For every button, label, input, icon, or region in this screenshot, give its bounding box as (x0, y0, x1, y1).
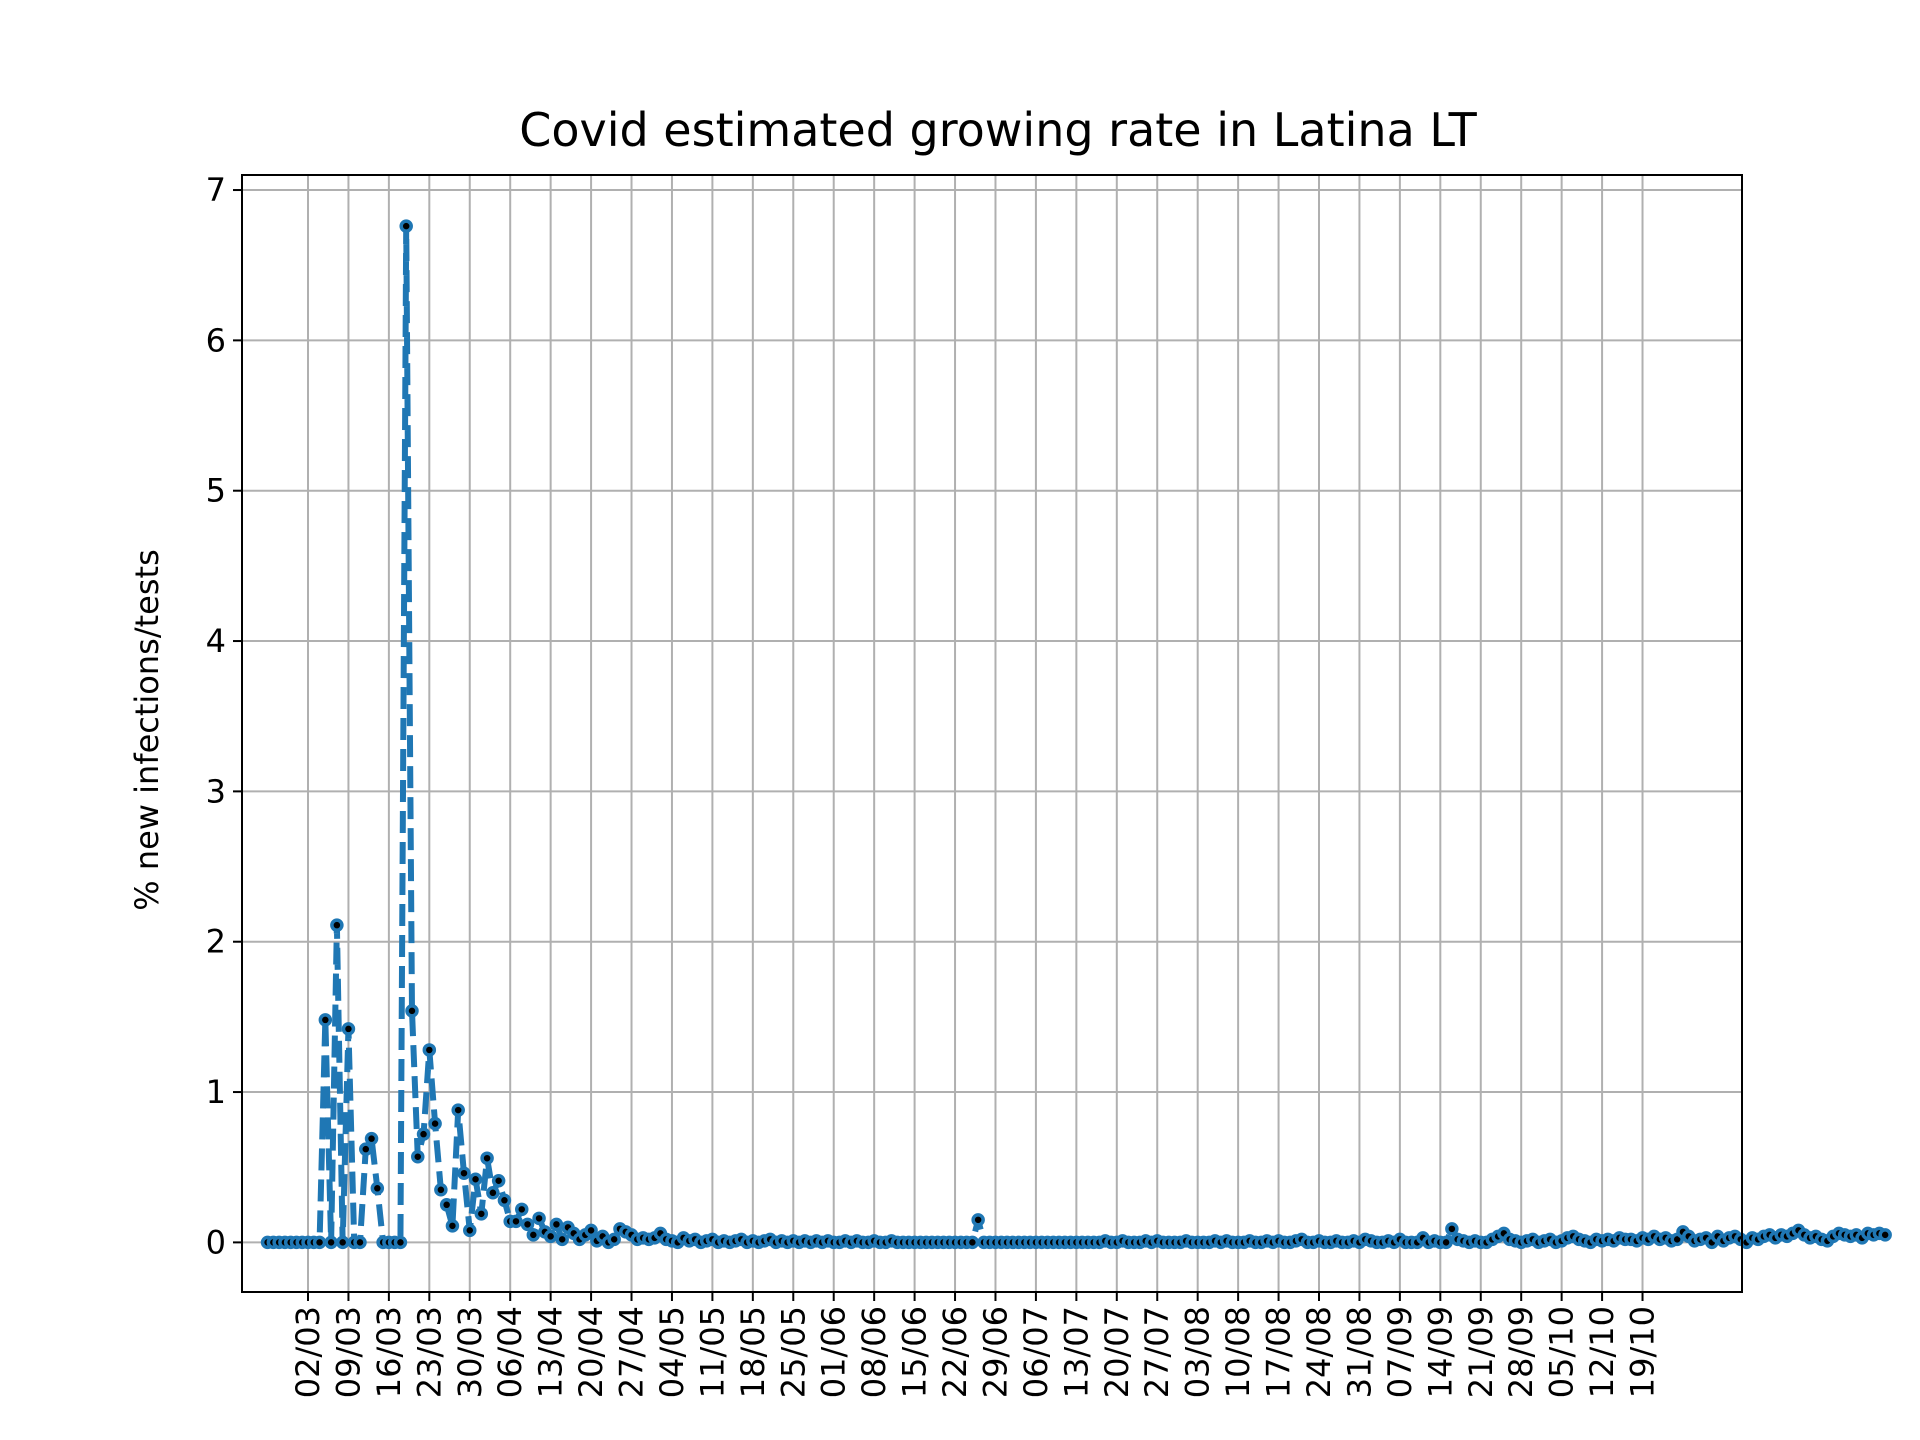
x-tick-label: 10/08 (1219, 1306, 1257, 1398)
x-tick-label: 31/08 (1340, 1306, 1378, 1398)
data-point (330, 918, 344, 932)
y-tick-label: 3 (206, 772, 226, 810)
x-tick-label: 23/03 (410, 1306, 448, 1398)
y-tick-label: 0 (206, 1223, 226, 1261)
x-tick-label: 28/09 (1502, 1306, 1540, 1398)
data-point (474, 1207, 489, 1221)
y-tick-label: 7 (206, 171, 226, 209)
x-tick-label: 25/05 (774, 1306, 812, 1398)
data-point (399, 219, 413, 233)
data-point (520, 1217, 535, 1232)
data-point (463, 1223, 477, 1238)
x-tick-label: 04/05 (653, 1306, 691, 1398)
data-point (393, 1235, 408, 1250)
data-point (364, 1131, 379, 1146)
data-point (584, 1223, 598, 1238)
x-tick-label: 15/06 (896, 1306, 934, 1398)
data-point (509, 1214, 523, 1229)
x-tick-label: 18/05 (734, 1306, 772, 1398)
x-tick-label: 06/04 (491, 1306, 529, 1398)
y-axis-label: % new infections/tests (128, 549, 166, 910)
x-tick-label: 14/09 (1421, 1306, 1459, 1398)
x-tick-label: 01/06 (815, 1306, 853, 1398)
data-point (411, 1149, 425, 1164)
series-layer (260, 219, 1892, 1250)
x-tick-label: 03/08 (1179, 1306, 1217, 1398)
data-point (971, 1213, 985, 1227)
data-point (416, 1127, 431, 1141)
data-point (353, 1235, 367, 1250)
data-point (468, 1172, 483, 1186)
data-point (451, 1103, 465, 1117)
y-tick-label: 4 (206, 622, 226, 660)
data-point (457, 1166, 471, 1180)
x-tick-label: 19/10 (1624, 1306, 1662, 1398)
x-tick-label: 27/04 (613, 1306, 651, 1398)
data-point (341, 1022, 356, 1036)
y-tick-label: 1 (206, 1073, 226, 1111)
x-tick-label: 06/07 (1017, 1306, 1055, 1398)
data-point (526, 1228, 541, 1242)
data-point (434, 1183, 448, 1197)
data-point (335, 1235, 350, 1250)
data-point (1878, 1228, 1892, 1242)
data-point (318, 1013, 333, 1027)
x-tick-label: 20/04 (572, 1306, 610, 1398)
data-point (555, 1232, 569, 1247)
data-point (965, 1235, 980, 1250)
data-point (515, 1202, 529, 1217)
x-tick-label: 30/03 (451, 1306, 489, 1398)
data-point (543, 1229, 558, 1244)
data-point (480, 1151, 494, 1165)
plot-frame (241, 174, 1743, 1293)
x-tick-label: 21/09 (1462, 1306, 1500, 1398)
data-point (439, 1198, 454, 1212)
x-tick-label: 09/03 (329, 1306, 367, 1398)
data-point (405, 1004, 419, 1018)
x-tick-label: 05/10 (1543, 1306, 1581, 1398)
x-tick-label: 17/08 (1260, 1306, 1298, 1398)
x-tick-label: 12/10 (1583, 1306, 1621, 1398)
x-tick-label: 13/04 (532, 1306, 570, 1398)
data-point (359, 1142, 373, 1156)
data-point (491, 1174, 506, 1188)
y-tick-label: 2 (206, 923, 226, 961)
y-tick-label: 6 (206, 321, 226, 359)
data-point (607, 1232, 621, 1247)
data-point (324, 1235, 338, 1250)
x-tick-label: 07/09 (1381, 1306, 1419, 1398)
data-point (428, 1116, 442, 1131)
grid-layer (242, 175, 1742, 1292)
x-tick-label: 29/06 (976, 1306, 1014, 1398)
data-point (549, 1217, 564, 1232)
data-point (497, 1193, 512, 1208)
x-tick-label: 02/03 (289, 1306, 327, 1398)
x-tick-label: 13/07 (1057, 1306, 1095, 1398)
data-point (312, 1235, 327, 1250)
x-tick-label: 24/08 (1300, 1306, 1338, 1398)
x-tick-label: 27/07 (1138, 1306, 1176, 1398)
x-tick-label: 08/06 (855, 1306, 893, 1398)
data-point (370, 1181, 385, 1196)
x-tick-label: 16/03 (370, 1306, 408, 1398)
data-point (1445, 1222, 1459, 1236)
data-point (422, 1043, 437, 1057)
x-tick-label: 20/07 (1098, 1306, 1136, 1398)
x-tick-label: 11/05 (693, 1306, 731, 1398)
data-point (1439, 1235, 1453, 1250)
data-point (532, 1211, 546, 1226)
x-tick-label: 22/06 (936, 1306, 974, 1398)
chart-title: Covid estimated growing rate in Latina L… (519, 103, 1477, 157)
data-point (445, 1219, 460, 1233)
y-tick-label: 5 (206, 472, 226, 510)
data-point (486, 1186, 500, 1200)
